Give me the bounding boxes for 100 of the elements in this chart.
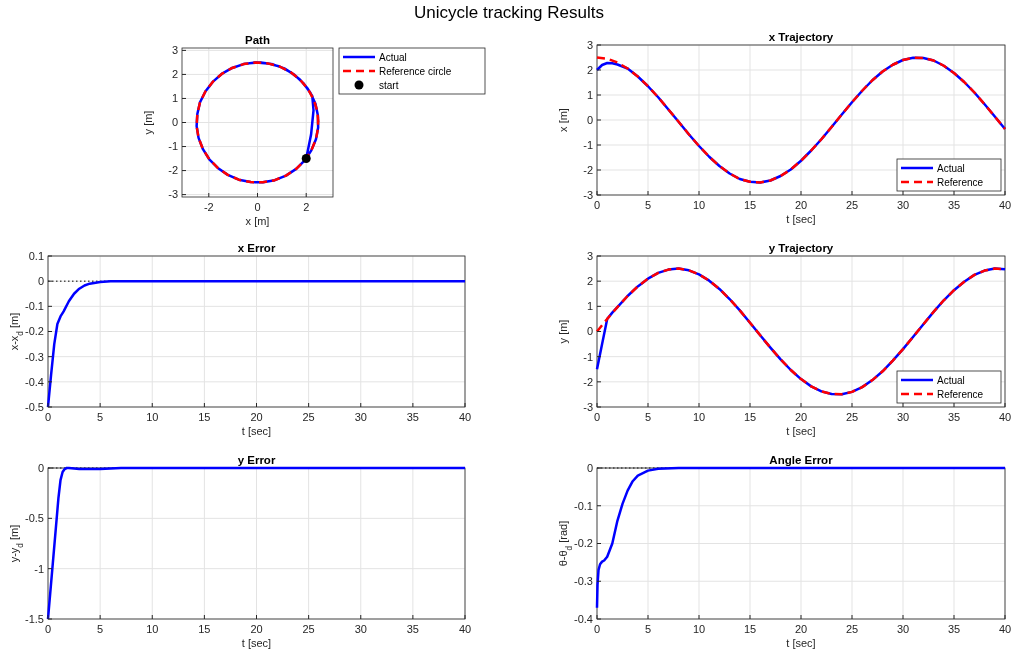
y-tick-label: -2 bbox=[583, 375, 593, 388]
x-tick-label: 30 bbox=[354, 411, 367, 423]
y-tick-label: -2 bbox=[583, 163, 593, 176]
y-tick-label: -3 bbox=[583, 400, 593, 413]
x-axis-title: t [sec] bbox=[241, 425, 272, 437]
y-tick-label: 0 bbox=[37, 275, 44, 288]
y-tick-label: -0.3 bbox=[25, 350, 44, 363]
x-tick-label: 10 bbox=[692, 411, 706, 423]
y-tick-label: 1 bbox=[586, 88, 593, 101]
x-tick-label: 5 bbox=[644, 199, 652, 211]
x-tick-label: 10 bbox=[146, 411, 159, 423]
x-tick-label: 35 bbox=[947, 411, 961, 423]
legend-label: Reference bbox=[937, 176, 984, 188]
x-tick-label: 5 bbox=[644, 411, 652, 423]
x-tick-label: 5 bbox=[644, 623, 652, 635]
y-tick-label: -0.2 bbox=[25, 325, 44, 338]
y-tick-label: 1 bbox=[586, 300, 593, 313]
x-axis-title: t [sec] bbox=[786, 213, 816, 225]
y-tick-label: -3 bbox=[168, 188, 178, 201]
y-tick-label: 2 bbox=[171, 68, 178, 81]
y-tick-label: 3 bbox=[586, 249, 593, 262]
chart-title: x Trajectory bbox=[768, 31, 834, 43]
chart-title: Angle Error bbox=[769, 454, 834, 466]
x-tick-label: 35 bbox=[947, 199, 961, 211]
x-tick-label: 40 bbox=[998, 199, 1012, 211]
y-tick-label: -2 bbox=[168, 164, 178, 177]
x-tick-label: 10 bbox=[146, 623, 159, 635]
x-tick-label: 40 bbox=[998, 623, 1012, 635]
y-tick-label: -0.2 bbox=[574, 537, 593, 550]
y-tick-label: 0 bbox=[586, 325, 593, 338]
y-axis-title: x [m] bbox=[557, 108, 569, 132]
x-tick-label: 25 bbox=[845, 623, 859, 635]
y-tick-label: -1.5 bbox=[25, 612, 44, 625]
y-tick-label: -0.5 bbox=[25, 400, 44, 413]
x-tick-label: 15 bbox=[743, 199, 757, 211]
y-tick-label: 3 bbox=[586, 38, 593, 51]
x-tick-label: 0 bbox=[254, 201, 261, 213]
text: Unicycle tracking Results bbox=[414, 3, 604, 22]
x-tick-label: 25 bbox=[845, 199, 859, 211]
y-tick-label: -0.4 bbox=[574, 612, 593, 625]
x-axis-title: t [sec] bbox=[786, 425, 816, 437]
y-tick-label: -3 bbox=[583, 188, 593, 201]
x-tick-label: 15 bbox=[198, 411, 211, 423]
x-axis-title: x [m] bbox=[245, 215, 270, 227]
x-tick-label: 10 bbox=[692, 199, 706, 211]
x-tick-label: 15 bbox=[198, 623, 211, 635]
y-tick-label: 2 bbox=[586, 275, 593, 288]
x-tick-label: 30 bbox=[896, 199, 910, 211]
x-tick-label: 35 bbox=[406, 623, 419, 635]
legend-label: start bbox=[379, 79, 399, 91]
x-tick-label: 10 bbox=[692, 623, 706, 635]
x-tick-label: 20 bbox=[794, 199, 808, 211]
y-tick-label: 2 bbox=[586, 63, 593, 76]
x-tick-label: 20 bbox=[250, 623, 263, 635]
x-axis-title: t [sec] bbox=[786, 637, 816, 649]
y-tick-label: -0.1 bbox=[25, 300, 44, 313]
y-tick-label: 0 bbox=[586, 461, 593, 474]
y-tick-label: -1 bbox=[583, 350, 593, 363]
x-axis-title: t [sec] bbox=[241, 637, 272, 649]
legend-label: Actual bbox=[937, 374, 965, 386]
y-tick-label: 0.1 bbox=[28, 249, 44, 262]
legend-label: Reference bbox=[937, 388, 984, 400]
chart-title: y Error bbox=[237, 454, 276, 466]
y-tick-label: -1 bbox=[583, 138, 593, 151]
x-tick-label: 35 bbox=[406, 411, 419, 423]
x-tick-label: 20 bbox=[794, 411, 808, 423]
x-tick-label: 15 bbox=[743, 623, 757, 635]
legend-label: Actual bbox=[937, 162, 965, 174]
legend-label: Reference circle bbox=[379, 65, 452, 77]
x-tick-label: 5 bbox=[97, 623, 104, 635]
x-tick-label: 25 bbox=[845, 411, 859, 423]
y-tick-label: 3 bbox=[171, 44, 178, 57]
y-tick-label: -0.1 bbox=[574, 499, 593, 512]
y-axis-title: y [m] bbox=[557, 319, 569, 344]
x-tick-label: 30 bbox=[896, 623, 910, 635]
legend-label: Actual bbox=[379, 51, 407, 63]
x-tick-label: 30 bbox=[896, 411, 910, 423]
x-tick-label: 20 bbox=[250, 411, 263, 423]
x-tick-label: -2 bbox=[203, 201, 214, 213]
y-tick-label: -0.5 bbox=[25, 512, 44, 525]
x-tick-label: 25 bbox=[302, 411, 315, 423]
x-tick-label: 20 bbox=[794, 623, 808, 635]
y-axis-title: y [m] bbox=[142, 110, 154, 135]
x-tick-label: 2 bbox=[303, 201, 310, 213]
x-tick-label: 40 bbox=[998, 411, 1012, 423]
x-tick-label: 30 bbox=[354, 623, 367, 635]
y-tick-label: 0 bbox=[37, 461, 44, 474]
y-tick-label: -0.4 bbox=[25, 375, 44, 388]
x-tick-label: 25 bbox=[302, 623, 315, 635]
x-tick-label: 35 bbox=[947, 623, 961, 635]
x-tick-label: 15 bbox=[743, 411, 757, 423]
chart-title: y Trajectory bbox=[768, 242, 834, 254]
y-tick-label: -0.3 bbox=[574, 575, 593, 588]
y-tick-label: 0 bbox=[171, 116, 178, 129]
y-tick-label: 0 bbox=[586, 113, 593, 126]
chart-title: Path bbox=[245, 34, 270, 46]
y-tick-label: -1 bbox=[34, 562, 44, 575]
y-tick-label: 1 bbox=[171, 92, 178, 105]
chart-title: x Error bbox=[237, 242, 276, 254]
x-tick-label: 5 bbox=[97, 411, 104, 423]
